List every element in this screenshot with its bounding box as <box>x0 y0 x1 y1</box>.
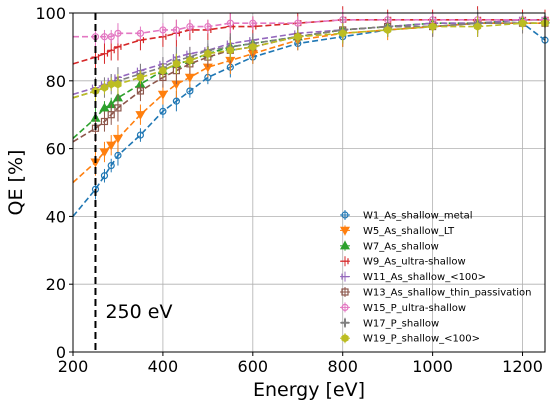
data-point <box>227 47 233 54</box>
legend-entry: W11_As_shallow_<100> <box>340 272 486 284</box>
series-W1_As_shallow_metal <box>73 13 548 216</box>
legend-label: W11_As_shallow_<100> <box>363 272 486 283</box>
legend-marker <box>342 335 348 342</box>
legend-entry: W7_As_shallow <box>340 241 439 253</box>
y-tick-label: 40 <box>46 207 66 226</box>
y-tick-label: 100 <box>35 4 66 23</box>
legend-entry: W15_P_ultra-shallow <box>340 302 466 314</box>
x-tick-label: 600 <box>238 357 269 376</box>
series-W9_As_ultra-shallow <box>73 6 548 70</box>
data-point <box>173 60 179 67</box>
data-point <box>101 84 107 91</box>
legend-label: W15_P_ultra-shallow <box>363 303 466 314</box>
legend-entry: W17_P_shallow <box>340 318 439 330</box>
y-tick-label: 60 <box>46 140 66 159</box>
legend-entry: W1_As_shallow_metal <box>340 210 473 222</box>
data-point <box>519 20 525 27</box>
data-point <box>137 74 143 81</box>
legend-label: W17_P_shallow <box>363 318 439 329</box>
legend-entry: W19_P_shallow_<100> <box>340 333 480 345</box>
data-point <box>475 23 481 30</box>
data-point <box>186 74 194 81</box>
x-tick-label: 1200 <box>502 357 543 376</box>
data-point <box>430 23 436 30</box>
data-point <box>250 43 256 50</box>
legend-entry: W9_As_ultra-shallow <box>340 256 466 268</box>
legend-label: W1_As_shallow_metal <box>363 211 473 222</box>
data-point <box>108 81 114 88</box>
x-tick-label: 1000 <box>412 357 453 376</box>
y-tick-label: 0 <box>56 343 66 362</box>
data-point <box>187 57 193 64</box>
series-layer <box>73 6 549 216</box>
data-point <box>115 81 121 88</box>
data-point <box>295 33 301 40</box>
y-tick-label: 20 <box>46 275 66 294</box>
legend: W1_As_shallow_metal W5_As_shallow_LT W7_As… <box>340 210 531 345</box>
y-axis-label: QE [%] <box>5 150 27 216</box>
series-W19_P_shallow_<100> <box>73 16 548 101</box>
data-point <box>385 26 391 33</box>
annotation-label: 250 eV <box>105 301 172 323</box>
x-tick-label: 400 <box>148 357 179 376</box>
series-line <box>73 23 545 182</box>
legend-label: W7_As_shallow <box>363 241 439 252</box>
data-point <box>340 30 346 37</box>
legend-entry: W5_As_shallow_LT <box>340 225 455 237</box>
legend-label: W13_As_shallow_thin_passivation <box>363 288 531 299</box>
legend-marker <box>341 319 349 327</box>
series-line <box>73 23 545 216</box>
data-point <box>205 50 211 57</box>
x-tick-label: 800 <box>327 357 358 376</box>
x-axis-label: Energy [eV] <box>253 379 365 401</box>
legend-label: W5_As_shallow_LT <box>363 226 455 237</box>
series-line <box>73 20 545 95</box>
legend-entry: W13_As_shallow_thin_passivation <box>340 287 531 299</box>
y-tick-label: 80 <box>46 72 66 91</box>
legend-label: W9_As_ultra-shallow <box>363 257 466 268</box>
legend-label: W19_P_shallow_<100> <box>363 334 480 345</box>
data-point <box>160 67 166 74</box>
